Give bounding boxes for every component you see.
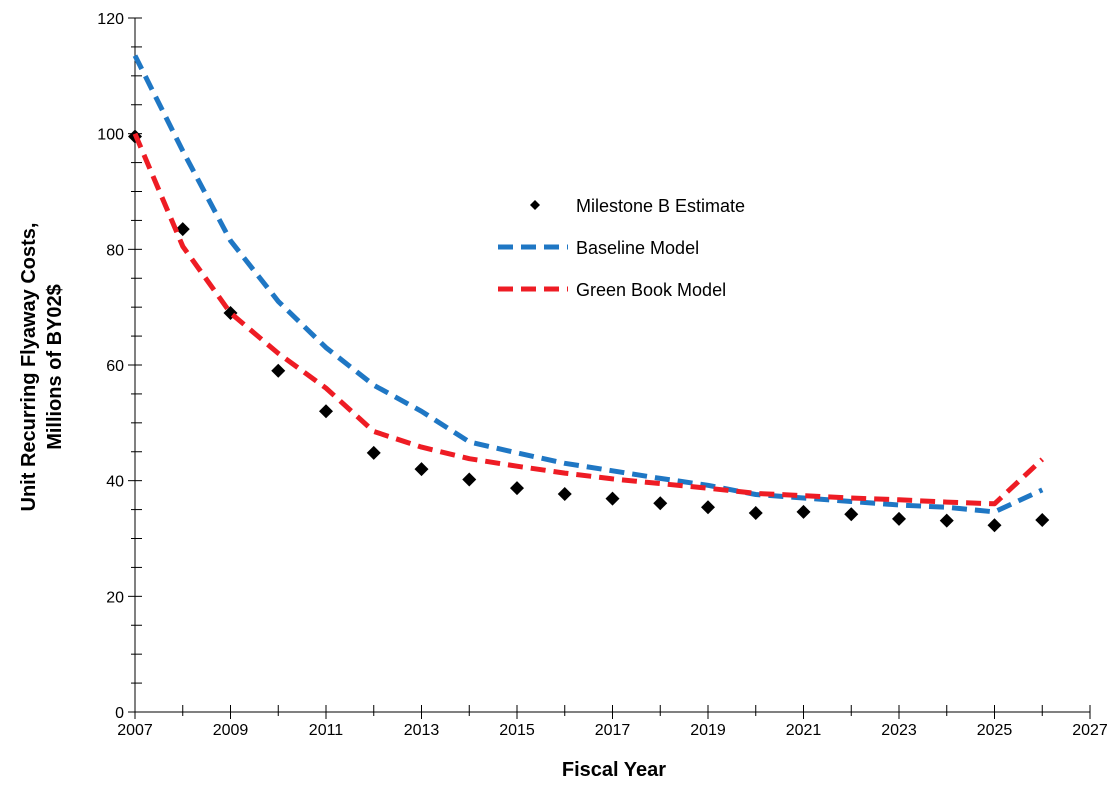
series-1 bbox=[128, 129, 1050, 533]
legend: Milestone B Estimate Baseline Model Green … bbox=[498, 196, 745, 300]
data-point bbox=[796, 504, 811, 519]
legend-item: Milestone B Estimate bbox=[530, 196, 745, 216]
data-point bbox=[510, 481, 524, 496]
data-point bbox=[605, 491, 620, 506]
data-point bbox=[701, 500, 715, 515]
x-tick-label: 2013 bbox=[404, 722, 440, 739]
data-point bbox=[1035, 512, 1050, 527]
data-point bbox=[844, 507, 859, 522]
legend-marker bbox=[530, 200, 540, 210]
y-tick-label: 100 bbox=[97, 127, 124, 144]
x-tick-label: 2011 bbox=[309, 722, 344, 739]
y-tick-label: 20 bbox=[106, 589, 124, 606]
data-point bbox=[319, 404, 333, 419]
x-tick-label: 2021 bbox=[786, 722, 822, 739]
data-point bbox=[366, 445, 381, 460]
legend-item: Baseline Model bbox=[498, 238, 699, 258]
series-3 bbox=[132, 132, 1045, 507]
x-tick-label: 2017 bbox=[595, 722, 631, 739]
y-tick-label: 60 bbox=[106, 358, 124, 375]
x-tick-label: 2009 bbox=[213, 722, 249, 739]
y-tick-label: 120 bbox=[97, 11, 124, 28]
data-point bbox=[414, 462, 429, 477]
x-tick-label: 2023 bbox=[881, 722, 917, 739]
data-point bbox=[748, 506, 763, 521]
x-tick-label: 2019 bbox=[690, 722, 726, 739]
series-line bbox=[132, 132, 1045, 507]
data-point bbox=[271, 363, 286, 378]
data-point bbox=[462, 472, 477, 487]
legend-item: Green Book Model bbox=[498, 280, 726, 300]
legend-label: Green Book Model bbox=[576, 280, 726, 300]
data-point bbox=[939, 513, 954, 528]
y-axis-title-line-1: Unit Recurring Flyaway Costs, bbox=[18, 223, 40, 512]
y-tick-label: 80 bbox=[106, 242, 124, 259]
series-line bbox=[132, 54, 1044, 515]
data-point bbox=[175, 222, 190, 237]
y-axis-title-line-2: Millions of BY02$ bbox=[44, 284, 66, 450]
x-tick-label: 2015 bbox=[499, 722, 535, 739]
x-axis-title: Fiscal Year bbox=[562, 759, 666, 781]
data-point bbox=[653, 496, 668, 511]
y-tick-label: 40 bbox=[106, 474, 124, 491]
axes: 0 20 40 60 80 100 120 2007 2009 2011 2013 2015 2017 2… bbox=[97, 11, 1108, 739]
series-layer bbox=[128, 54, 1050, 533]
x-tick-label: 2007 bbox=[117, 722, 153, 739]
legend-label: Baseline Model bbox=[576, 238, 699, 258]
data-point bbox=[557, 486, 572, 501]
series-2 bbox=[132, 54, 1044, 515]
legend-label: Milestone B Estimate bbox=[576, 196, 745, 216]
data-point bbox=[892, 511, 906, 526]
data-point bbox=[987, 518, 1002, 533]
x-tick-label: 2025 bbox=[977, 722, 1013, 739]
x-tick-label: 2027 bbox=[1072, 722, 1108, 739]
y-tick-label: 0 bbox=[115, 705, 124, 722]
